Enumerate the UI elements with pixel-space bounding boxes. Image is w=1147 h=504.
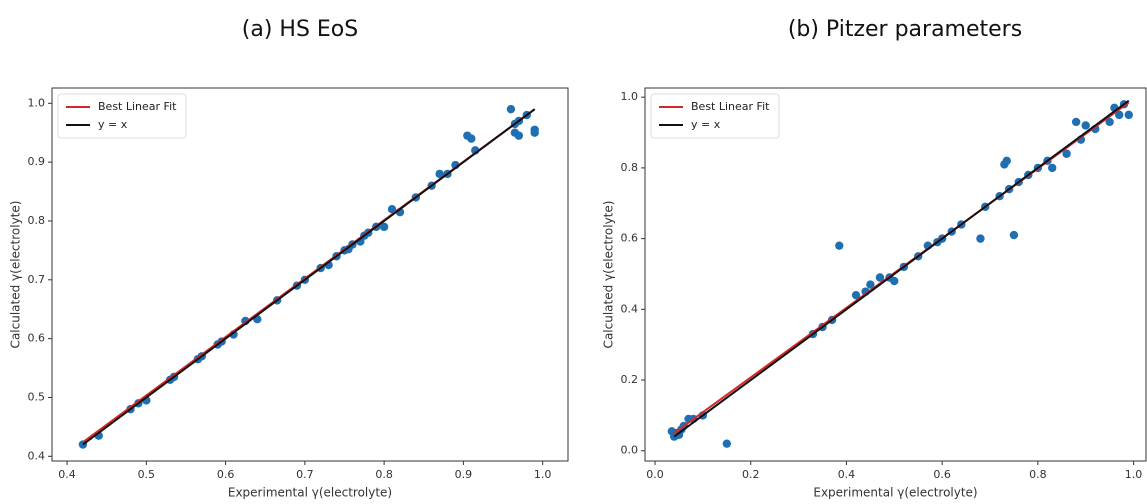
y-tick-label: 0.4 [28,449,46,462]
y-tick-label: 0.6 [621,232,639,245]
y-tick-label: 0.2 [621,373,639,386]
data-point [387,204,397,214]
y-tick-label: 0.7 [28,273,46,286]
x-tick-label: 0.8 [1029,468,1047,481]
y-tick-label: 0.4 [621,302,639,315]
x-tick-label: 0.8 [375,468,393,481]
data-point [435,169,444,179]
y-tick-label: 0.6 [28,332,46,345]
y-axis-label: Calculated γ(electrolyte) [602,201,616,349]
data-point [1048,163,1057,173]
subplot-title: (a) HS EoS [242,17,358,42]
legend-label: y = x [691,118,721,131]
legend-box [650,93,780,139]
x-tick-label: 0.6 [217,468,235,481]
fit-line [82,108,536,446]
data-point [514,131,524,140]
y-tick-label: 1.0 [621,90,639,103]
data-point [722,439,732,448]
data-point [379,222,389,232]
x-tick-label: 0.7 [296,468,314,481]
y-tick-label: 0.5 [28,390,46,403]
legend-box [57,93,187,139]
x-tick-label: 0.6 [933,468,951,481]
data-point [1002,156,1011,166]
data-point [1009,230,1019,240]
data-point [890,276,899,286]
y-tick-label: 0.8 [28,214,46,227]
legend-label: Best Linear Fit [691,100,770,113]
data-point [1062,149,1071,158]
y-tick-label: 0.9 [28,155,46,168]
fit-line [673,99,1130,438]
data-point [1124,110,1133,120]
data-point [530,128,539,137]
data-point [1071,117,1081,127]
data-point [851,290,861,300]
axes-frame [644,87,1147,462]
x-tick-label: 0.4 [58,468,76,481]
x-tick-label: 0.9 [455,468,473,481]
data-point [467,134,476,143]
y-tick-label: 1.0 [28,96,46,109]
x-tick-label: 0.0 [646,468,664,481]
legend-label: y = x [98,118,128,131]
x-axis-label: Experimental γ(electrolyte) [228,486,392,500]
x-tick-label: 1.0 [1125,468,1143,481]
axes-frame [51,87,569,462]
y-tick-label: 0.8 [621,161,639,174]
data-point [1105,117,1114,127]
legend-label: Best Linear Fit [98,100,177,113]
data-point [1081,121,1090,130]
data-point [866,280,875,289]
x-tick-label: 1.0 [534,468,552,481]
x-tick-label: 0.2 [742,468,760,481]
x-axis-label: Experimental γ(electrolyte) [813,486,977,500]
data-point [875,273,885,282]
x-tick-label: 0.4 [838,468,856,481]
data-point [1115,110,1124,120]
data-point [976,234,985,243]
data-point [835,241,844,250]
data-point [506,104,516,114]
y-tick-label: 0.0 [621,444,639,457]
x-tick-label: 0.5 [138,468,156,481]
subplot-title: (b) Pitzer parameters [788,17,1022,42]
y-axis-label: Calculated γ(electrolyte) [9,201,23,349]
